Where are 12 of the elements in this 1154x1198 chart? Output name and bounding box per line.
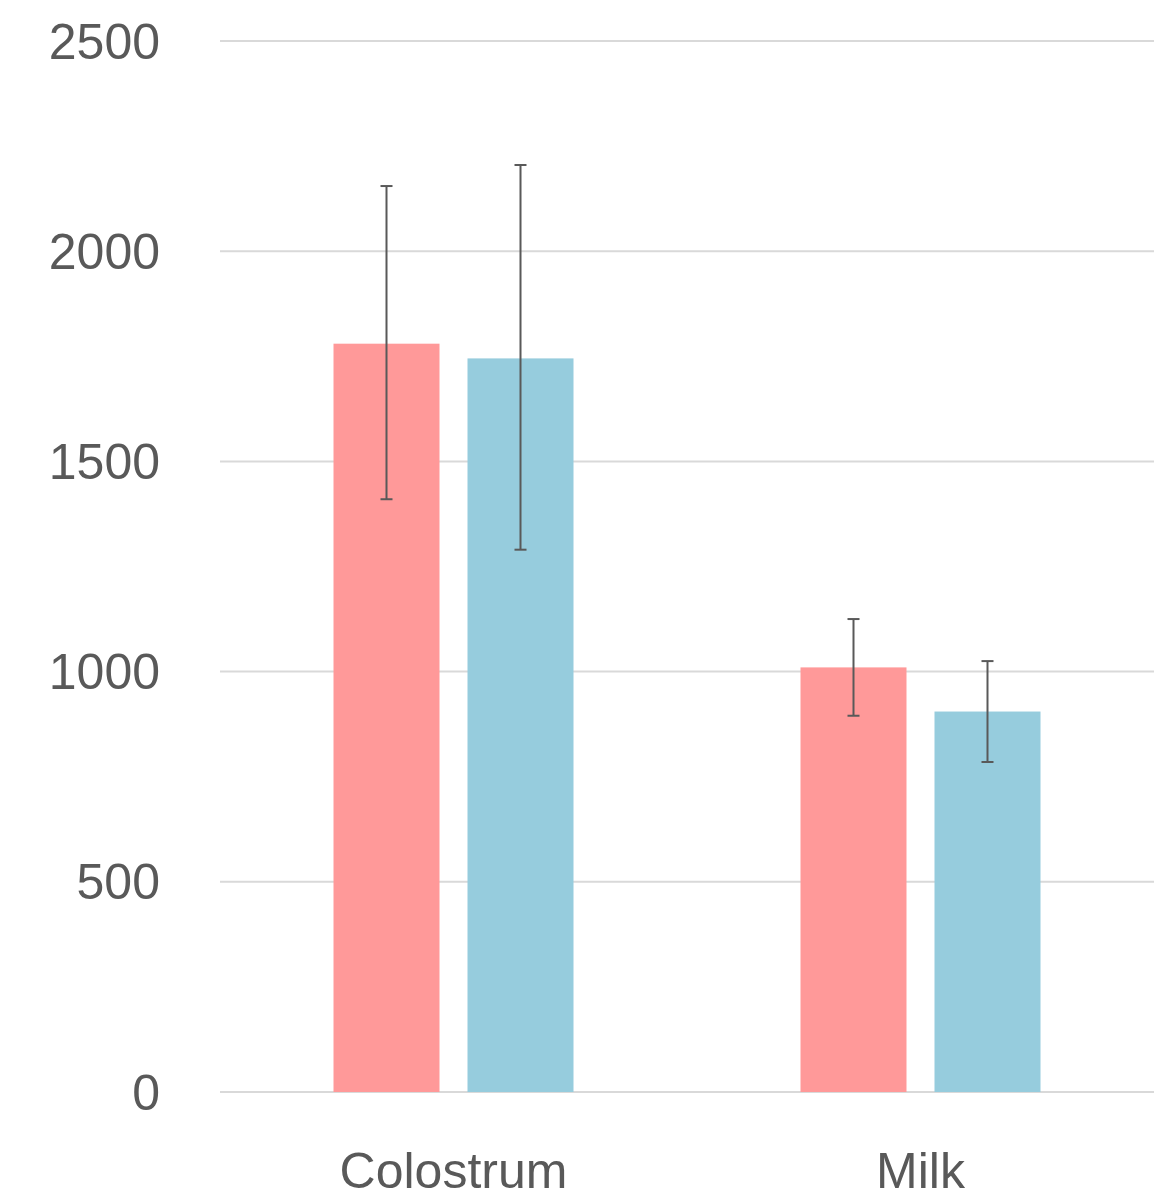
- bar: [467, 358, 574, 1092]
- bar: [934, 711, 1041, 1092]
- y-tick-label: 2000: [48, 223, 160, 280]
- x-tick-label: Milk: [876, 1143, 966, 1198]
- y-tick-label: 1500: [48, 433, 160, 490]
- y-tick-label: 2500: [48, 13, 160, 70]
- y-tick-label: 500: [76, 854, 160, 911]
- bar: [333, 343, 440, 1092]
- y-tick-label: 0: [132, 1064, 160, 1121]
- x-tick-label: Colostrum: [339, 1143, 568, 1198]
- y-tick-label: 1000: [48, 644, 160, 701]
- bar: [800, 667, 907, 1092]
